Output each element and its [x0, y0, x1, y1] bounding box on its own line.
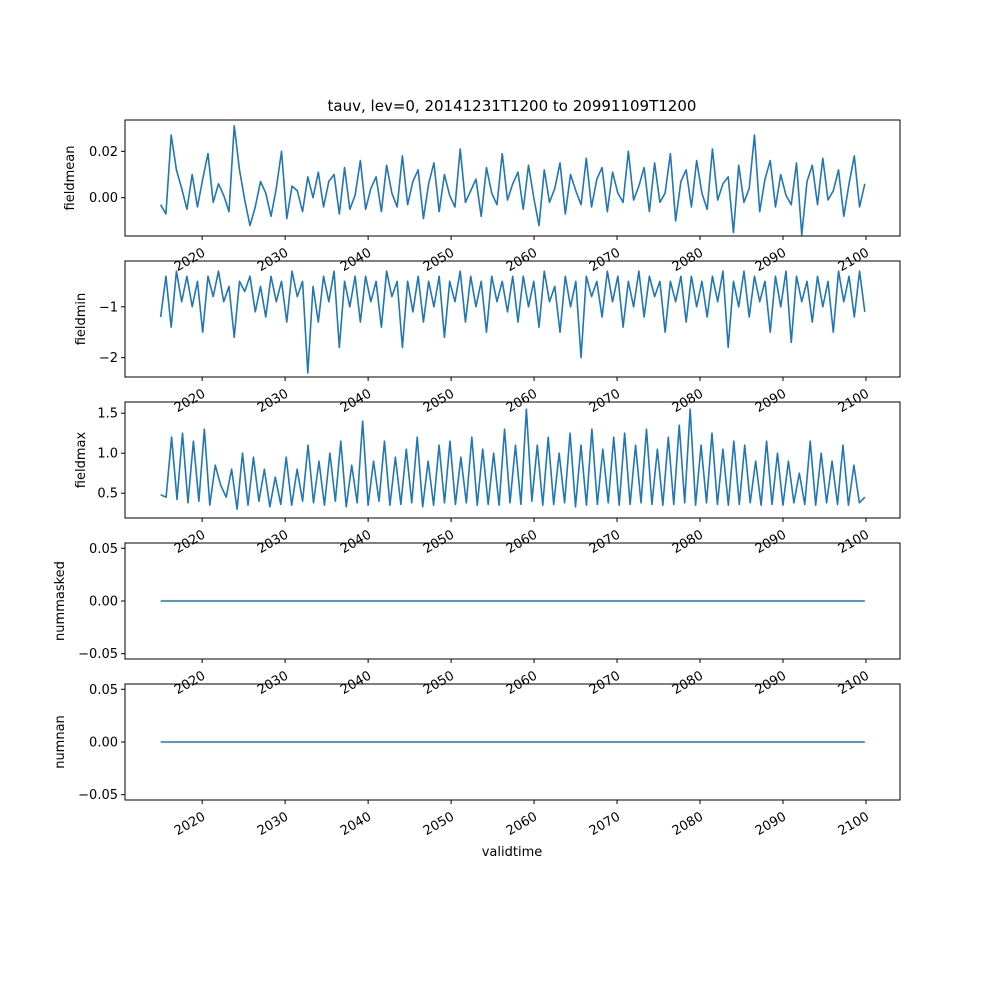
x-tick-label: 2100 [836, 527, 872, 557]
y-axis-label: nummasked [53, 561, 68, 641]
x-tick-label: 2060 [504, 668, 540, 698]
x-tick-label: 2040 [338, 527, 374, 557]
y-tick-label: 0.00 [89, 736, 118, 751]
x-tick-label: 2050 [421, 809, 457, 839]
x-tick-label: 2020 [172, 386, 208, 416]
x-tick-label: 2070 [587, 809, 623, 839]
subplots: 0.00 0.02 2020 2030 2040 2050 2060 2070 2080 2090… [53, 119, 901, 839]
x-tick-label: 2090 [753, 809, 789, 839]
subplot-fieldmin: −2 −1 2020 2030 2040 2050 2060 2070 2080 2090 2100… [74, 260, 901, 416]
subplot-nummasked: −0.05 0.00 0.05 2020 2030 2040 2050 2060 2070 208… [53, 542, 901, 698]
x-tick-label: 2080 [670, 527, 706, 557]
x-tick-label: 2060 [504, 245, 540, 275]
y-tick-label: 0.05 [89, 683, 118, 698]
x-tick-label: 2100 [836, 809, 872, 839]
x-tick-label: 2020 [172, 245, 208, 275]
x-axis-label: validtime [482, 845, 543, 860]
axes-frame [124, 401, 901, 519]
x-tick-label: 2060 [504, 527, 540, 557]
y-axis-label: fieldmin [74, 293, 89, 346]
x-tick-label: 2030 [255, 386, 291, 416]
y-axis-label: fieldmean [63, 146, 78, 211]
x-tick-label: 2080 [670, 668, 706, 698]
axes-frame [124, 260, 901, 378]
y-tick-label: −2 [99, 351, 118, 366]
x-tick-label: 2050 [421, 386, 457, 416]
axes-frame [124, 119, 901, 237]
chart-title: tauv, lev=0, 20141231T1200 to 20991109T1… [328, 97, 697, 115]
series-line-fieldmean [159, 125, 866, 236]
x-tick-label: 2030 [255, 809, 291, 839]
x-tick-label: 2080 [670, 386, 706, 416]
y-tick-label: 1.5 [97, 407, 118, 422]
x-tick-label: 2040 [338, 809, 374, 839]
x-tick-label: 2030 [255, 527, 291, 557]
x-tick-label: 2080 [670, 245, 706, 275]
y-tick-label: 0.00 [89, 595, 118, 610]
x-tick-label: 2020 [172, 668, 208, 698]
y-tick-label: −0.05 [78, 647, 118, 662]
x-tick-label: 2070 [587, 245, 623, 275]
y-tick-label: −0.05 [78, 788, 118, 803]
subplot-fieldmax: 0.5 1.0 1.5 2020 2030 2040 2050 2060 2070 2080 209… [74, 401, 901, 557]
x-tick-label: 2090 [753, 386, 789, 416]
x-tick-label: 2080 [670, 809, 706, 839]
x-tick-label: 2060 [504, 386, 540, 416]
x-tick-label: 2060 [504, 809, 540, 839]
x-tick-label: 2100 [836, 245, 872, 275]
x-tick-label: 2090 [753, 527, 789, 557]
x-tick-label: 2020 [172, 809, 208, 839]
series-line-fieldmin [159, 270, 866, 374]
x-tick-label: 2100 [836, 386, 872, 416]
subplot-numnan: −0.05 0.00 0.05 2020 2030 2040 2050 2060 2070 208… [53, 683, 901, 839]
x-tick-label: 2070 [587, 668, 623, 698]
x-tick-label: 2070 [587, 386, 623, 416]
x-tick-label: 2050 [421, 527, 457, 557]
x-tick-label: 2100 [836, 668, 872, 698]
subplot-fieldmean: 0.00 0.02 2020 2030 2040 2050 2060 2070 2080 2090… [63, 119, 901, 275]
series-line-fieldmax [160, 408, 866, 511]
y-tick-label: −1 [99, 300, 118, 315]
x-tick-label: 2030 [255, 668, 291, 698]
y-tick-label: 0.05 [89, 542, 118, 557]
x-tick-label: 2090 [753, 668, 789, 698]
x-tick-label: 2030 [255, 245, 291, 275]
y-axis-label: numnan [53, 715, 68, 769]
x-tick-label: 2070 [587, 527, 623, 557]
x-tick-label: 2020 [172, 527, 208, 557]
y-axis-label: fieldmax [74, 432, 89, 489]
y-tick-label: 0.00 [89, 191, 118, 206]
x-tick-label: 2050 [421, 245, 457, 275]
y-tick-label: 1.0 [97, 447, 118, 462]
x-tick-label: 2040 [338, 245, 374, 275]
x-tick-label: 2040 [338, 386, 374, 416]
x-tick-label: 2040 [338, 668, 374, 698]
x-tick-label: 2050 [421, 668, 457, 698]
y-tick-label: 0.5 [97, 487, 118, 502]
x-tick-label: 2090 [753, 245, 789, 275]
y-tick-label: 0.02 [89, 145, 118, 160]
